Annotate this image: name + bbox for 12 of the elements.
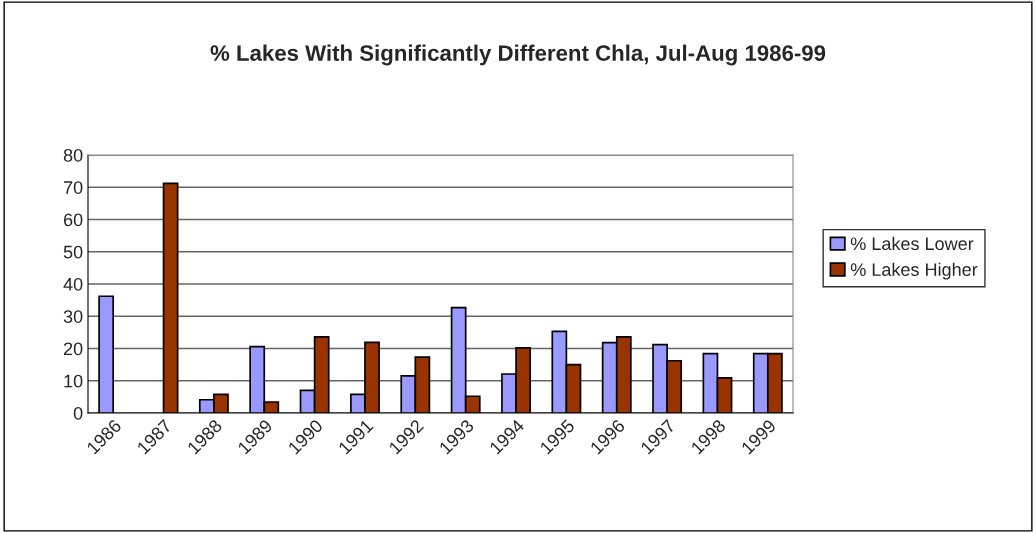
y-tick-label: 80 [63, 148, 83, 162]
y-tick-label: 30 [63, 310, 83, 323]
y-tick-label: 10 [64, 374, 83, 388]
y-tick-label: 20 [63, 342, 83, 356]
y-tick-label: 70 [63, 181, 83, 194]
y-tick-label: 60 [63, 213, 83, 227]
y-tick-label: 40 [63, 277, 83, 291]
y-tick-label: 0 [73, 406, 83, 420]
y-tick-label: 50 [63, 245, 83, 259]
chart-title: % Lakes With Significantly Different Chla, Jul-Aug 1986-99 [210, 44, 826, 66]
legend-label: % Lakes Higher [850, 262, 978, 280]
legend-label: % Lakes Lower [850, 236, 974, 251]
